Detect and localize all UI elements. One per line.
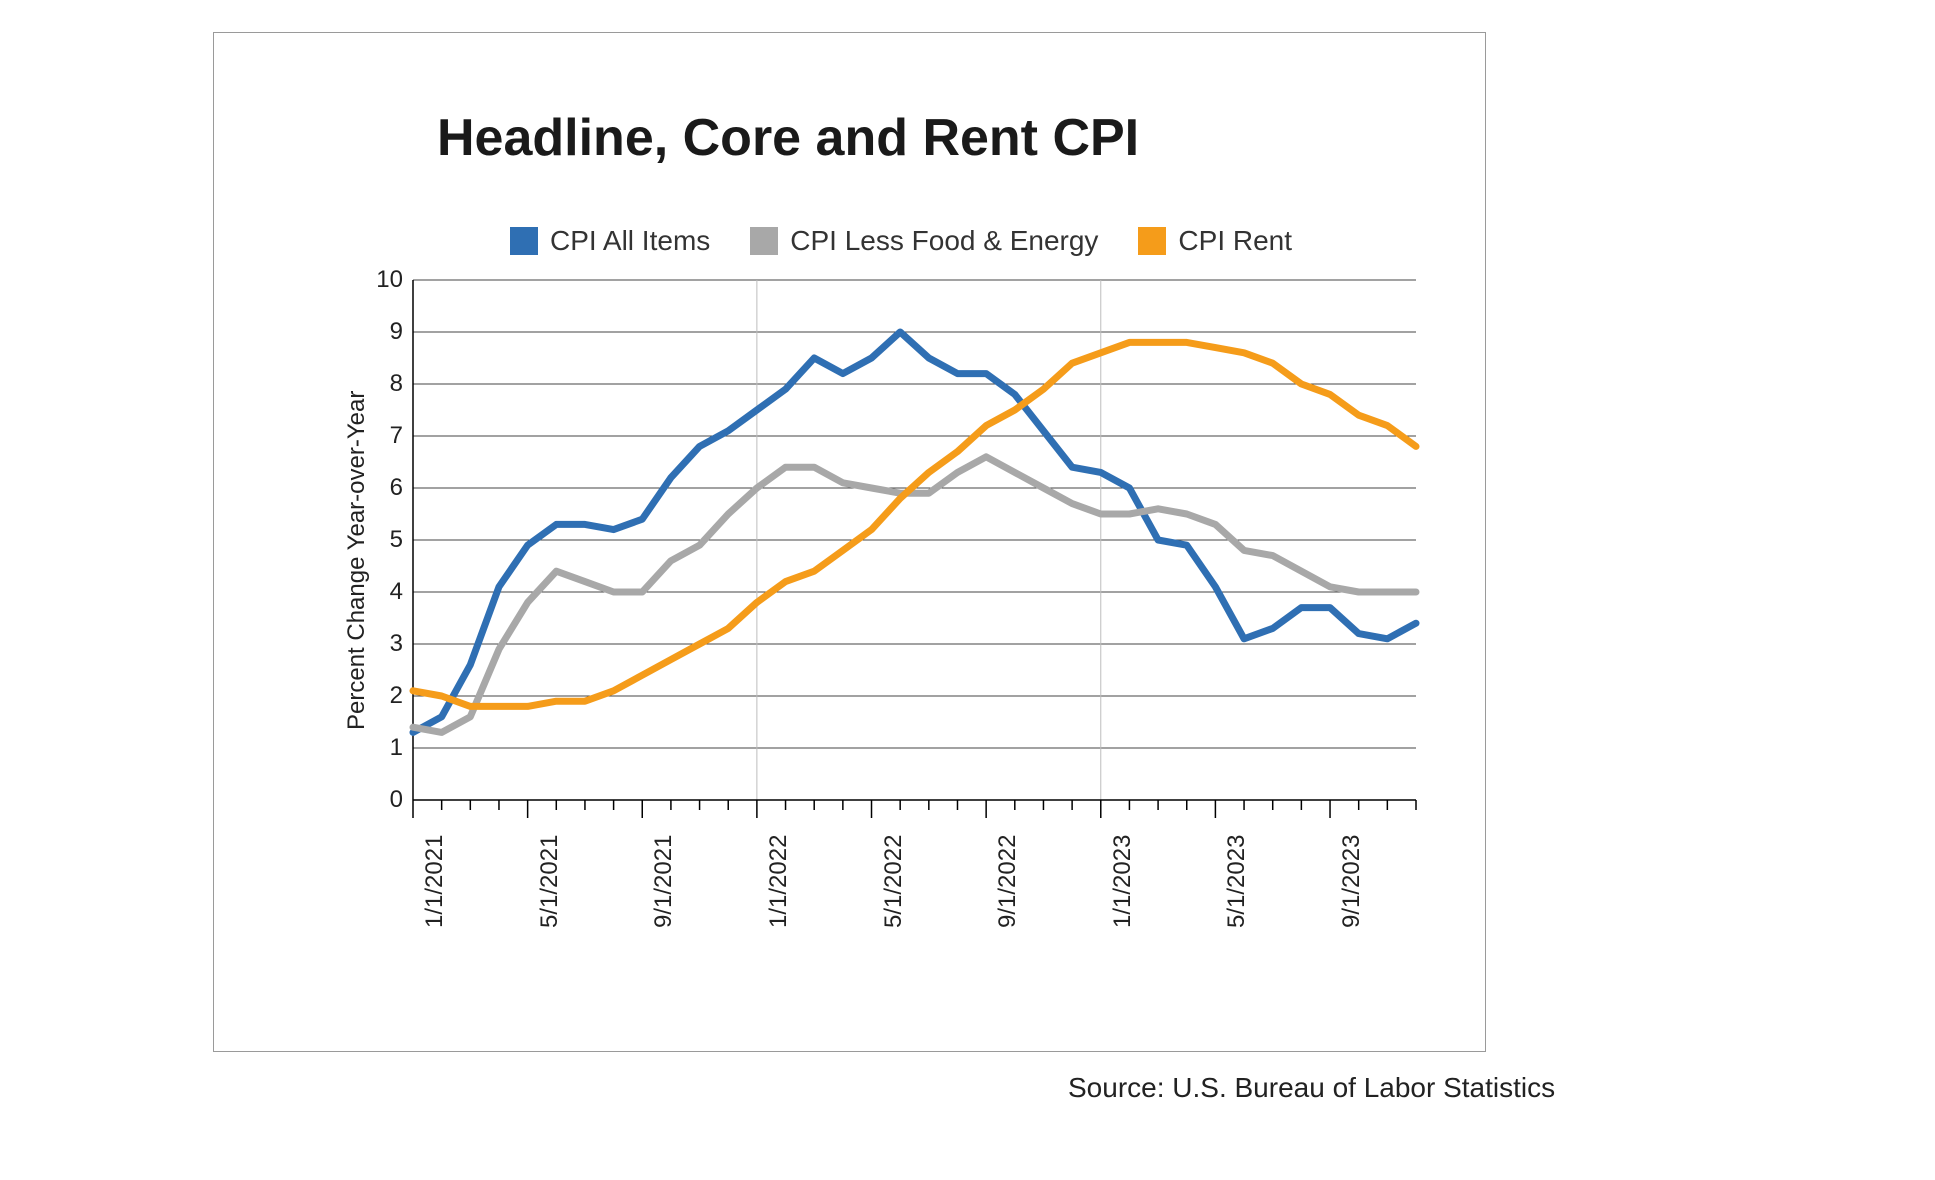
x-tick-label: 1/1/2021 xyxy=(421,835,449,928)
series-line xyxy=(413,457,1416,733)
y-tick-label: 7 xyxy=(363,422,403,450)
y-tick-label: 4 xyxy=(363,578,403,606)
y-tick-label: 2 xyxy=(363,682,403,710)
y-tick-label: 5 xyxy=(363,526,403,554)
x-tick-label: 5/1/2023 xyxy=(1223,835,1251,928)
y-tick-label: 0 xyxy=(363,786,403,814)
y-tick-label: 1 xyxy=(363,734,403,762)
y-tick-label: 10 xyxy=(363,266,403,294)
y-tick-label: 9 xyxy=(363,318,403,346)
chart-svg xyxy=(0,0,1935,1180)
x-tick-label: 1/1/2023 xyxy=(1109,835,1137,928)
x-tick-label: 5/1/2022 xyxy=(880,835,908,928)
x-tick-label: 5/1/2021 xyxy=(536,835,564,928)
y-tick-label: 3 xyxy=(363,630,403,658)
x-tick-label: 9/1/2023 xyxy=(1338,835,1366,928)
x-tick-label: 1/1/2022 xyxy=(765,835,793,928)
series-line xyxy=(413,332,1416,732)
x-tick-label: 9/1/2022 xyxy=(994,835,1022,928)
y-tick-label: 6 xyxy=(363,474,403,502)
x-tick-label: 9/1/2021 xyxy=(650,835,678,928)
y-tick-label: 8 xyxy=(363,370,403,398)
chart-container: { "canvas":{"w":1935,"h":1180}, "card":{… xyxy=(0,0,1935,1180)
